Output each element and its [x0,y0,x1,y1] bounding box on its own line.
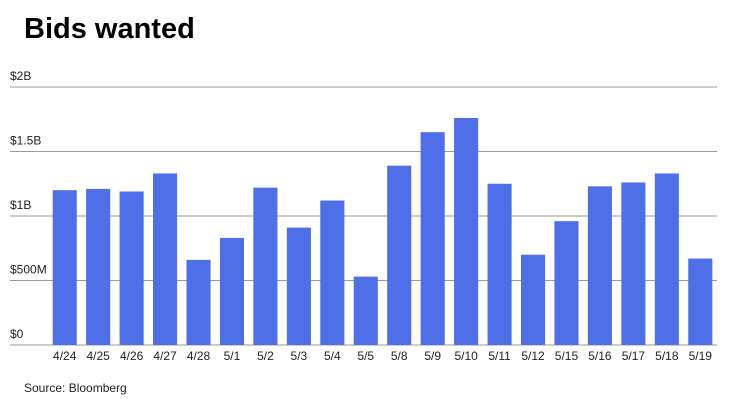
chart-title: Bids wanted [24,13,195,45]
x-tick-label: 5/12 [521,349,545,363]
bar [286,227,311,345]
bar [153,173,178,345]
x-tick-label: 5/16 [588,349,612,363]
source-note: Source: Bloomberg [24,381,127,395]
bar [253,187,278,345]
y-tick-label: $0 [10,327,24,341]
x-tick-label: 4/24 [53,349,77,363]
bar [487,183,512,345]
x-tick-label: 5/2 [257,349,274,363]
x-tick-label: 5/10 [454,349,478,363]
x-tick-label: 4/26 [120,349,144,363]
bar [688,258,713,345]
x-tick-label: 5/11 [488,349,511,363]
x-tick-label: 4/25 [86,349,110,363]
bar [353,276,378,345]
bar [420,132,445,345]
bar [454,117,479,346]
bar [86,188,111,345]
x-tick-label: 5/17 [622,349,646,363]
x-tick-label: 5/8 [391,349,408,363]
bar [587,186,612,345]
y-tick-label: $2B [10,69,31,83]
x-tick-label: 5/3 [291,349,308,363]
bar [621,182,646,345]
bar [219,237,245,345]
bar [320,200,345,345]
bar [186,259,211,345]
x-tick-label: 5/9 [424,349,441,363]
x-tick-label: 5/4 [324,349,341,363]
x-tick-label: 4/27 [153,349,177,363]
bar [520,254,546,345]
bar [387,165,412,345]
x-tick-label: 5/18 [655,349,679,363]
y-tick-label: $1.5B [10,134,41,148]
bar [119,191,144,345]
bar [52,190,77,345]
bar [654,173,679,345]
y-tick-label: $500M [10,263,47,277]
x-tick-label: 5/19 [689,349,713,363]
x-tick-label: 5/5 [357,349,374,363]
x-tick-label: 4/28 [187,349,211,363]
x-tick-label: 5/1 [224,349,241,363]
bar [554,221,579,345]
x-tick-label: 5/15 [555,349,579,363]
y-tick-label: $1B [10,198,31,212]
